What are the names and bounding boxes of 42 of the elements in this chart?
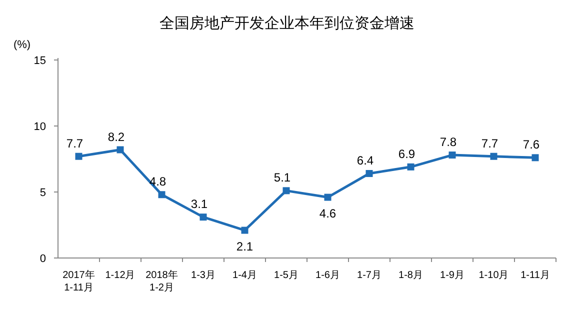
x-tick-label: 1-10月 — [478, 270, 509, 281]
point — [532, 154, 539, 162]
y-tick-label: 0 — [40, 253, 46, 265]
point — [282, 187, 290, 194]
point — [490, 152, 498, 160]
x-tick-label: 2018年 1-2月 — [146, 269, 178, 294]
data-label: 2.1 — [236, 239, 254, 254]
data-label: 5.1 — [274, 170, 291, 185]
x-tick-label: 2017年 1-11月 — [62, 269, 95, 294]
data-label: 6.9 — [398, 146, 416, 161]
point — [366, 170, 373, 178]
point — [200, 214, 207, 221]
y-tick-label: 5 — [40, 187, 46, 199]
point — [241, 226, 248, 234]
data-label: 7.8 — [440, 135, 457, 150]
data-label: 3.1 — [190, 197, 208, 212]
point — [448, 152, 456, 159]
x-tick-label: 1-11月 — [520, 270, 550, 281]
point — [75, 152, 82, 160]
y-tick-label: 15 — [34, 55, 46, 67]
chart-title: 全国房地产开发企业本年到位资金增速 — [160, 15, 414, 32]
data-label: 7.7 — [66, 136, 84, 150]
data-label: 7.6 — [522, 138, 540, 152]
x-tick-label: 1-4月 — [232, 270, 257, 281]
x-tick-label: 1-6月 — [316, 270, 340, 281]
x-tick-label: 1-3月 — [191, 270, 216, 281]
point — [116, 146, 124, 154]
x-tick-label: 1-5月 — [274, 270, 298, 281]
data-label: 4.6 — [319, 206, 336, 220]
data-label: 8.2 — [108, 130, 125, 144]
data-label: 7.7 — [481, 136, 498, 150]
point — [324, 194, 332, 201]
x-tick-label: 1-12月 — [105, 270, 136, 281]
point — [158, 191, 166, 198]
y-axis-title: (%) — [13, 39, 31, 51]
data-label: 6.4 — [356, 154, 374, 168]
data-label: 4.8 — [149, 174, 166, 189]
x-tick-label: 1-8月 — [398, 270, 423, 281]
point — [407, 163, 414, 170]
x-tick-label: 1-7月 — [357, 270, 382, 281]
y-tick-label: 10 — [34, 121, 46, 133]
x-tick-label: 1-9月 — [440, 270, 464, 281]
